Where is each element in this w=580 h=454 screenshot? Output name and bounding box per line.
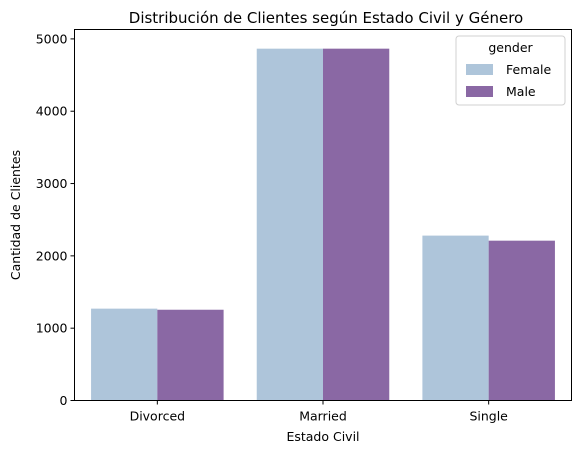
legend-swatch-male	[466, 86, 493, 97]
bar-female-single	[422, 235, 489, 401]
plot-area: 0 1000 2000 3000 4000 5000 Divorced Married Sing…	[36, 31, 555, 424]
x-tick-label: Single	[469, 409, 508, 424]
chart-title: Distribución de Clientes según Estado Ci…	[129, 9, 523, 27]
y-axis-label: Cantidad de Clientes	[8, 150, 23, 280]
legend: gender Female Male	[455, 35, 566, 106]
legend-label-male: Male	[506, 84, 536, 99]
y-tick-label: 4000	[36, 104, 68, 119]
x-axis-label: Estado Civil	[286, 429, 359, 444]
x-tick-label: Married	[299, 409, 347, 424]
plot-frame	[74, 29, 572, 401]
y-tick-label: 0	[60, 393, 68, 408]
bar-male-married	[323, 48, 390, 401]
y-tick-label: 1000	[36, 321, 68, 336]
bar-male-single	[488, 240, 555, 401]
legend-title: gender	[488, 40, 533, 55]
bar-female-divorced	[91, 308, 158, 401]
y-tick-label: 3000	[36, 176, 68, 191]
y-tick-label: 5000	[36, 31, 68, 46]
legend-label-female: Female	[506, 62, 552, 77]
bar-female-married	[256, 48, 323, 401]
legend-swatch-female	[466, 64, 493, 75]
x-tick-label: Divorced	[130, 409, 186, 424]
y-tick-label: 2000	[36, 248, 68, 263]
bar-male-divorced	[157, 309, 224, 401]
